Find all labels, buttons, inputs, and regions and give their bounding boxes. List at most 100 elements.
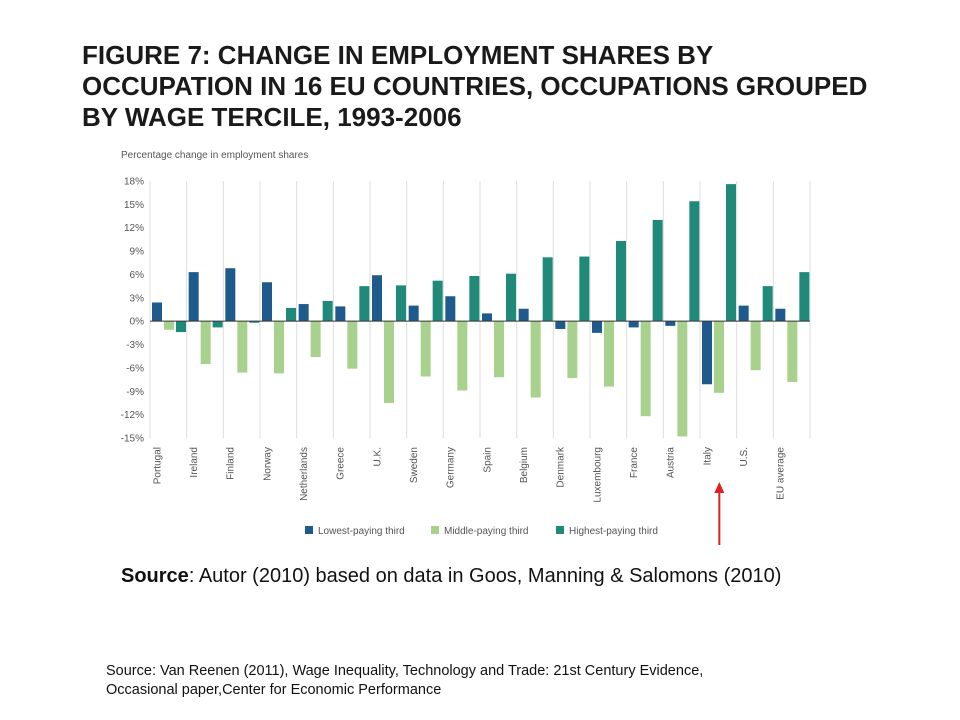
bar-lowest [298, 304, 309, 322]
bar-highest [799, 272, 810, 322]
x-tick-label: Austria [666, 447, 677, 479]
bar-highest [359, 286, 370, 322]
source-label: Source [121, 565, 189, 587]
x-tick-label: Spain [482, 447, 493, 473]
y-tick-label: -3% [126, 340, 144, 351]
legend-label: Middle-paying third [444, 526, 529, 537]
bar-middle [347, 321, 358, 369]
bar-lowest [335, 306, 346, 322]
bar-highest [762, 286, 773, 322]
title-line: BY WAGE TERCILE, 1993-2006 [82, 102, 462, 132]
y-tick-label: 6% [130, 270, 145, 281]
bar-highest [689, 201, 700, 322]
bar-highest [506, 273, 516, 322]
bar-middle [164, 321, 174, 330]
x-tick-label: Denmark [556, 446, 567, 488]
y-tick-label: 3% [130, 293, 145, 304]
bar-middle [714, 321, 724, 393]
footer-line: Occasional paper,Center for Economic Per… [106, 682, 442, 698]
legend-swatch-lowest [305, 526, 313, 534]
bar-lowest [225, 268, 236, 322]
bar-highest [432, 280, 443, 322]
bar-lowest [518, 308, 529, 322]
y-tick-label: 15% [124, 200, 144, 211]
title-line: OCCUPATION IN 16 EU COUNTRIES, OCCUPATIO… [82, 71, 868, 101]
x-tick-label: U.S. [739, 447, 750, 466]
bar-lowest [665, 321, 676, 326]
x-tick-label: EU average [776, 447, 787, 500]
legend-label: Lowest-paying third [318, 526, 405, 537]
bar-lowest [408, 305, 419, 322]
x-tick-label: Sweden [409, 447, 420, 483]
bar-middle [457, 321, 468, 391]
bar-highest [286, 307, 296, 322]
y-axis-title: Percentage change in employment shares [121, 150, 308, 161]
bar-highest [726, 184, 736, 322]
bar-lowest [445, 296, 456, 322]
y-tick-label: 12% [124, 223, 144, 234]
y-tick-label: -9% [126, 387, 144, 398]
bar-middle [274, 321, 284, 374]
bar-highest [542, 257, 553, 322]
bar-lowest [592, 321, 602, 333]
bar-lowest [262, 282, 272, 322]
bar-lowest [372, 275, 382, 322]
source-text: : Autor (2010) based on data in Goos, Ma… [188, 565, 782, 587]
bar-middle [604, 321, 614, 387]
x-tick-label: Norway [262, 447, 273, 481]
bar-highest [212, 321, 223, 328]
bar-lowest [775, 308, 786, 322]
bar-highest [579, 256, 590, 322]
bar-lowest [738, 305, 749, 322]
bar-middle [494, 321, 504, 378]
bar-lowest [482, 313, 492, 322]
x-tick-label: Ireland [189, 447, 200, 478]
bar-highest [469, 276, 480, 322]
y-tick-label: -12% [121, 410, 144, 421]
bar-middle [384, 321, 394, 403]
x-tick-label: Luxembourg [592, 447, 603, 503]
bar-highest [616, 240, 626, 322]
x-tick-label: France [629, 447, 640, 479]
legend-label: Highest-paying third [569, 526, 658, 537]
x-tick-label: Belgium [519, 447, 530, 483]
bar-highest [322, 300, 333, 322]
x-tick-label: U.K. [372, 447, 383, 466]
bar-lowest [628, 321, 639, 328]
x-tick-label: Germany [446, 447, 457, 488]
bar-highest [396, 285, 406, 322]
annotation-arrow-head [714, 482, 725, 493]
y-tick-label: -6% [126, 363, 144, 374]
y-tick-label: 18% [124, 177, 144, 188]
bar-middle [200, 321, 211, 365]
bar-lowest [555, 321, 566, 329]
bar-highest [249, 321, 260, 323]
y-tick-label: -15% [121, 434, 144, 445]
legend-swatch-highest [556, 526, 564, 534]
bar-middle [567, 321, 578, 379]
bar-middle [237, 321, 248, 373]
x-tick-label: Italy [702, 447, 713, 465]
y-tick-label: 9% [130, 247, 145, 258]
bar-lowest [702, 321, 712, 385]
bar-highest [176, 321, 186, 333]
bar-middle [310, 321, 321, 358]
footer-source: Source: Van Reenen (2011), Wage Inequali… [106, 662, 703, 700]
x-tick-label: Portugal [152, 447, 163, 484]
bar-lowest [188, 272, 199, 322]
title-line: FIGURE 7: CHANGE IN EMPLOYMENT SHARES BY [82, 40, 714, 70]
footer-line: Source: Van Reenen (2011), Wage Inequali… [106, 663, 704, 679]
bar-middle [677, 321, 688, 437]
source-citation: Source: Autor (2010) based on data in Go… [121, 565, 781, 588]
bar-highest [652, 219, 663, 322]
bar-middle [750, 321, 761, 371]
bar-middle [787, 321, 798, 382]
bar-middle [420, 321, 431, 377]
y-tick-label: 0% [130, 317, 145, 328]
bar-lowest [152, 302, 162, 322]
figure-title: FIGURE 7: CHANGE IN EMPLOYMENT SHARES BY… [82, 40, 882, 133]
bar-middle [530, 321, 541, 398]
bar-middle [640, 321, 651, 417]
legend-swatch-middle [431, 526, 439, 534]
